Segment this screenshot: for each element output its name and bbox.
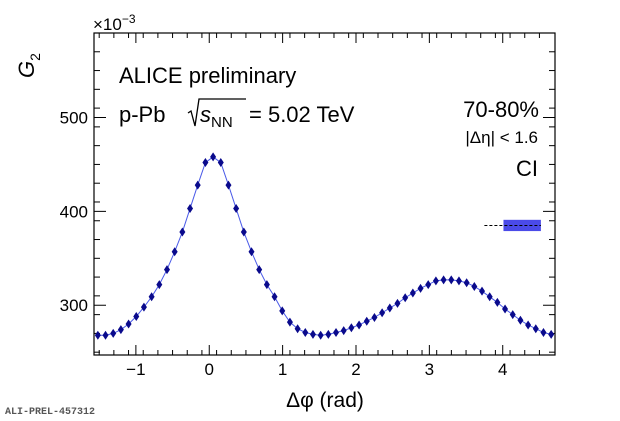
data-point — [494, 297, 501, 307]
y-multiplier: ×10−3 — [93, 12, 136, 34]
data-point — [448, 275, 455, 285]
data-point — [217, 158, 224, 168]
data-point — [140, 302, 147, 312]
y-tick-label: 400 — [60, 202, 88, 221]
plot-frame — [93, 32, 556, 356]
data-point — [463, 278, 470, 288]
y-multiplier-exponent: −3 — [122, 12, 136, 26]
data-point — [325, 329, 332, 339]
data-point — [125, 319, 132, 329]
series-line — [97, 156, 552, 336]
data-point — [225, 180, 232, 190]
data-point — [340, 326, 347, 336]
data-point — [509, 310, 516, 320]
data-point — [517, 315, 524, 325]
data-point — [379, 308, 386, 318]
data-point — [210, 152, 217, 162]
data-point — [187, 204, 194, 214]
x-axis-title: Δφ (rad) — [286, 389, 364, 412]
data-point — [156, 280, 163, 290]
data-point — [455, 276, 462, 286]
data-point — [425, 280, 432, 290]
data-point — [263, 280, 270, 290]
data-point — [363, 316, 370, 326]
data-point — [94, 330, 101, 340]
data-point — [194, 180, 201, 190]
data-point — [540, 327, 547, 337]
preliminary-id-label: ALI-PREL-457312 — [5, 407, 95, 418]
data-point — [148, 292, 155, 302]
data-point — [233, 204, 240, 214]
data-point — [409, 288, 416, 298]
data-point — [486, 292, 493, 302]
data-point — [402, 293, 409, 303]
data-point — [371, 312, 378, 322]
sqrt-s-subscript: NN — [211, 114, 233, 131]
data-point — [133, 312, 140, 322]
data-point — [502, 304, 509, 314]
data-point — [317, 330, 324, 340]
data-point — [532, 324, 539, 334]
energy-label: = 5.02 TeV — [249, 102, 355, 127]
data-point — [471, 281, 478, 291]
data-point — [548, 329, 555, 339]
data-point — [525, 320, 532, 330]
centrality-label: 70-80% — [463, 97, 539, 122]
data-point — [256, 265, 263, 275]
data-point — [333, 327, 340, 337]
charge-combination-label: CI — [516, 156, 538, 181]
y-tick-label: 500 — [60, 108, 88, 127]
data-point — [479, 286, 486, 296]
data-point — [309, 329, 316, 339]
sqrt-symbol — [187, 98, 246, 127]
data-point — [386, 303, 393, 313]
data-point — [286, 317, 293, 327]
eta-cut-label: |Δη| < 1.6 — [465, 128, 538, 147]
x-tick-label: 3 — [425, 360, 434, 379]
data-point — [440, 275, 447, 285]
data-point — [202, 158, 209, 168]
data-point — [248, 247, 255, 257]
data-point — [117, 325, 124, 335]
x-tick-label: 2 — [351, 360, 360, 379]
data-point — [417, 283, 424, 293]
data-point — [102, 330, 109, 340]
x-tick-label: 1 — [278, 360, 287, 379]
system-prefix-label: p-Pb — [119, 102, 165, 127]
data-series — [94, 152, 555, 340]
x-tick-label: −1 — [126, 360, 145, 379]
data-point — [302, 327, 309, 337]
x-tick-label: 0 — [205, 360, 214, 379]
y-axis-title-subscript: 2 — [27, 53, 43, 61]
data-point — [432, 276, 439, 286]
data-point — [179, 227, 186, 237]
data-point — [279, 306, 286, 316]
data-point — [240, 227, 247, 237]
data-point — [271, 292, 278, 302]
data-point — [356, 320, 363, 330]
y-axis-title: G2 — [14, 53, 43, 78]
data-point — [171, 247, 178, 257]
experiment-label: ALICE preliminary — [119, 63, 296, 88]
y-tick-label: 300 — [60, 296, 88, 315]
data-point — [394, 298, 401, 308]
data-point — [110, 328, 117, 338]
data-point — [163, 265, 170, 275]
data-point — [294, 324, 301, 334]
x-tick-label: 4 — [498, 360, 507, 379]
sqrt-s-label: sNN — [200, 102, 233, 131]
data-point — [348, 323, 355, 333]
axis-ticks: −1 0 1 2 3 4 300 400 500 — [60, 32, 555, 379]
